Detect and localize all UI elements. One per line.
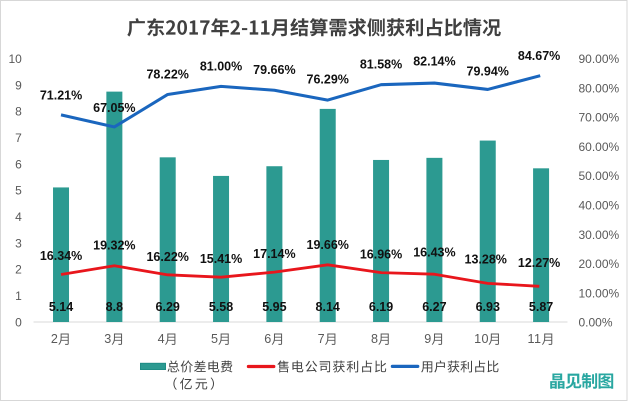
svg-text:81.00%: 81.00% xyxy=(200,60,242,74)
svg-text:1: 1 xyxy=(15,289,22,303)
svg-text:3: 3 xyxy=(104,332,111,346)
svg-text:16.22%: 16.22% xyxy=(146,250,188,264)
svg-text:5.14: 5.14 xyxy=(49,300,73,314)
svg-text:7: 7 xyxy=(15,131,22,145)
svg-text:70.00%: 70.00% xyxy=(579,111,620,125)
svg-text:8: 8 xyxy=(371,332,378,346)
svg-text:17.14%: 17.14% xyxy=(253,247,295,261)
svg-text:2: 2 xyxy=(51,332,58,346)
svg-text:78.22%: 78.22% xyxy=(146,68,188,82)
svg-text:15.41%: 15.41% xyxy=(200,252,242,266)
svg-text:8.14: 8.14 xyxy=(316,300,340,314)
svg-text:3: 3 xyxy=(15,236,22,250)
svg-text:9: 9 xyxy=(15,78,22,92)
svg-text:19.66%: 19.66% xyxy=(307,238,349,252)
svg-text:6: 6 xyxy=(264,332,271,346)
svg-text:6.19: 6.19 xyxy=(369,300,393,314)
svg-text:13.28%: 13.28% xyxy=(465,252,507,266)
svg-text:16.96%: 16.96% xyxy=(360,248,402,262)
svg-text:16.43%: 16.43% xyxy=(413,245,455,259)
svg-text:4: 4 xyxy=(15,210,22,224)
svg-text:80.00%: 80.00% xyxy=(579,81,620,95)
svg-text:12.27%: 12.27% xyxy=(518,256,560,270)
svg-text:90.00%: 90.00% xyxy=(579,52,620,66)
svg-text:5.58: 5.58 xyxy=(209,300,233,314)
svg-text:82.14%: 82.14% xyxy=(413,55,455,69)
svg-text:5: 5 xyxy=(15,184,22,198)
svg-text:5: 5 xyxy=(211,332,218,346)
svg-text:0.00%: 0.00% xyxy=(579,316,613,330)
svg-text:60.00%: 60.00% xyxy=(579,140,620,154)
svg-text:84.67%: 84.67% xyxy=(518,49,560,63)
svg-text:0: 0 xyxy=(15,315,22,329)
svg-text:8: 8 xyxy=(15,105,22,119)
svg-text:10.00%: 10.00% xyxy=(579,286,620,300)
svg-text:16.34%: 16.34% xyxy=(40,249,82,263)
svg-text:6.27: 6.27 xyxy=(422,300,446,314)
svg-text:5.95: 5.95 xyxy=(262,300,286,314)
svg-text:2: 2 xyxy=(15,263,22,277)
svg-text:81.58%: 81.58% xyxy=(360,58,402,72)
svg-text:6.93: 6.93 xyxy=(476,300,500,314)
svg-text:19.32%: 19.32% xyxy=(93,238,135,252)
svg-text:11: 11 xyxy=(527,332,541,346)
svg-text:10: 10 xyxy=(8,52,22,66)
svg-text:30.00%: 30.00% xyxy=(579,228,620,242)
svg-text:4: 4 xyxy=(158,332,165,346)
svg-text:6: 6 xyxy=(15,157,22,171)
svg-text:20.00%: 20.00% xyxy=(579,257,620,271)
svg-text:79.94%: 79.94% xyxy=(467,65,509,79)
svg-text:6.29: 6.29 xyxy=(156,300,180,314)
svg-text:5.87: 5.87 xyxy=(529,300,553,314)
svg-text:76.29%: 76.29% xyxy=(307,73,349,87)
svg-text:79.66%: 79.66% xyxy=(253,63,295,77)
svg-text:10: 10 xyxy=(474,332,489,346)
svg-text:9: 9 xyxy=(424,332,431,346)
svg-text:7: 7 xyxy=(318,332,325,346)
svg-text:40.00%: 40.00% xyxy=(579,199,620,213)
svg-text:67.05%: 67.05% xyxy=(93,101,135,115)
svg-text:8.8: 8.8 xyxy=(106,300,123,314)
svg-text:50.00%: 50.00% xyxy=(579,169,620,183)
svg-text:71.21%: 71.21% xyxy=(40,88,82,102)
